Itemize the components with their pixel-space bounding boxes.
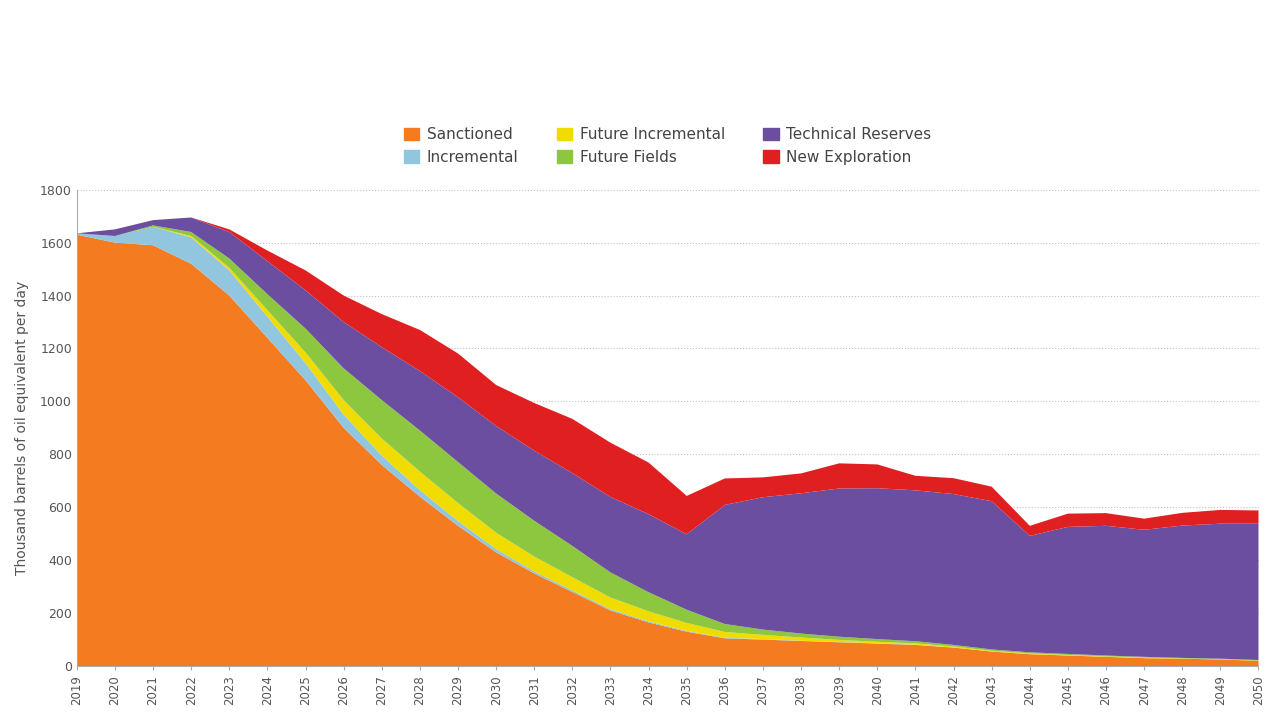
Y-axis label: Thousand barrels of oil equivalent per day: Thousand barrels of oil equivalent per d… xyxy=(15,281,29,575)
Legend: Sanctioned, Incremental, Future Incremental, Future Fields, Technical Reserves, : Sanctioned, Incremental, Future Incremen… xyxy=(398,121,937,171)
